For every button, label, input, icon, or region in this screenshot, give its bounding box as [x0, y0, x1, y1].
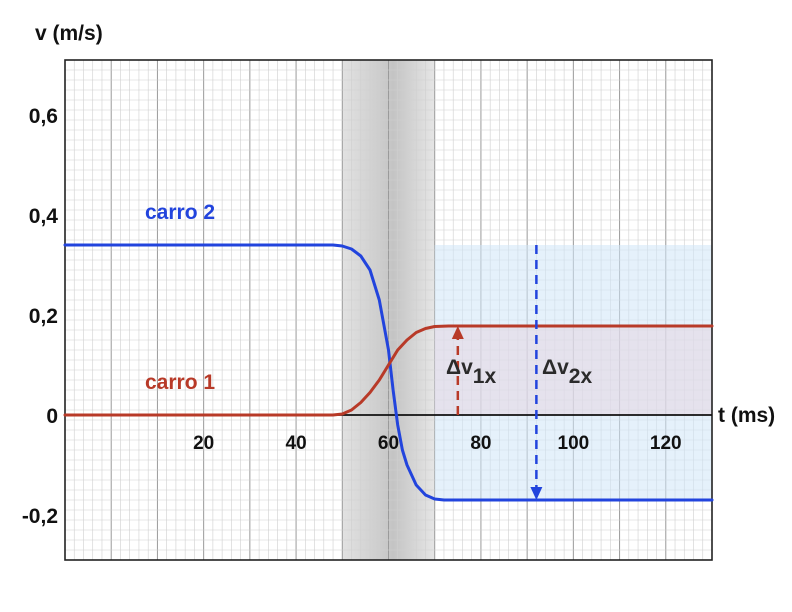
delta-label-2x: Δv2x: [542, 356, 592, 388]
x-tick-label: 60: [378, 433, 399, 454]
x-tick-label: 80: [470, 433, 491, 454]
delta-label-1x: Δv1x: [446, 356, 496, 388]
delta-v1-region: [434, 326, 712, 415]
plot-frame: [64, 59, 713, 561]
y-tick-label: 0,4: [29, 205, 59, 228]
x-tick-label: 100: [558, 433, 590, 454]
x-tick-label: 40: [286, 433, 307, 454]
series-label-carro-1: carro 1: [145, 371, 215, 394]
y-axis-label: v (m/s): [35, 22, 103, 45]
series-carro-2-line: [63, 243, 714, 502]
y-tick-label: 0: [46, 405, 58, 428]
delta-arrow-2x-head: [530, 487, 543, 500]
x-axis-label: t (ms): [718, 404, 775, 427]
y-tick-label: -0,2: [22, 505, 58, 528]
x-tick-label: 120: [650, 433, 682, 454]
x-tick-label: 20: [193, 433, 214, 454]
y-tick-label: 0,2: [29, 305, 58, 328]
y-tick-label: 0,6: [29, 105, 58, 128]
series-label-carro-2: carro 2: [145, 201, 215, 224]
grid: [65, 60, 712, 560]
series-carro-1-line: [63, 324, 714, 417]
delta-arrow-1x-head: [451, 326, 464, 339]
